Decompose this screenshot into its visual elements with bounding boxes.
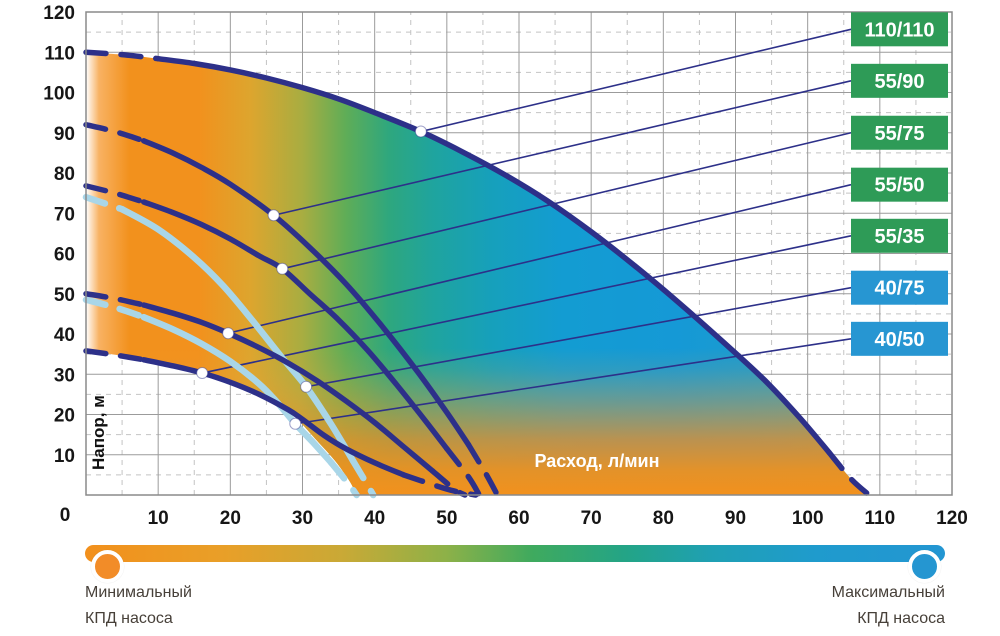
x-tick-10: 10 (148, 508, 169, 529)
y-tick-10: 10 (54, 446, 75, 467)
series-badge-40/50 (851, 321, 948, 356)
series-badge-55/35 (851, 218, 948, 253)
curve-40/75 (349, 457, 377, 499)
leader-line-55/50 (227, 183, 852, 334)
leader-line-110/110 (420, 28, 852, 133)
curve-55/35 (83, 348, 147, 363)
series-badge-110/110 (851, 12, 948, 47)
curve-55/50 (429, 468, 468, 498)
x-tick-110: 110 (865, 508, 896, 529)
y-tick-90: 90 (54, 124, 75, 145)
max-efficiency-label-line1: Максимальный (831, 584, 945, 601)
y-tick-20: 20 (54, 406, 75, 427)
curve-55/75 (444, 445, 483, 498)
x-tick-80: 80 (653, 508, 674, 529)
series-badge-55/50 (851, 167, 948, 202)
series-badge-label-40/75: 40/75 (874, 278, 924, 300)
y-tick-50: 50 (54, 285, 75, 306)
operating-point-55/90 (267, 209, 280, 222)
curve-40/75 (118, 205, 357, 465)
series-badge-55/90 (851, 63, 948, 98)
leader-line-40/75 (305, 286, 852, 388)
x-tick-40: 40 (364, 508, 385, 529)
curve-40/50 (140, 313, 335, 467)
min-efficiency-label-line2: КПД насоса (85, 609, 173, 627)
curve-110/110 (826, 449, 872, 498)
curve-40/50 (328, 459, 360, 499)
leader-line-55/75 (282, 131, 852, 270)
series-badge-label-110/110: 110/110 (864, 19, 934, 41)
x-axis-title: Расход, л/мин (535, 451, 660, 471)
curve-40/75 (82, 193, 126, 213)
x-tick-60: 60 (508, 508, 529, 529)
y-tick-30: 30 (54, 365, 75, 386)
max-efficiency-marker (908, 550, 941, 583)
series-badge-40/75 (851, 270, 948, 305)
curve-55/75 (140, 199, 450, 452)
curve-110/110 (83, 49, 161, 62)
x-tick-100: 100 (792, 508, 824, 529)
series-badge-55/75 (851, 115, 948, 150)
y-tick-110: 110 (44, 43, 75, 64)
pump-chart-svg: 110/110 55/90 55/75 55/50 55/35 40/75 40/50 0 10… (43, 3, 968, 529)
curve-40/50 (82, 296, 147, 321)
operating-point-40/75 (300, 380, 313, 393)
y-tick-80: 80 (54, 164, 75, 185)
curve-55/50 (140, 302, 436, 474)
curve-110/110 (155, 55, 833, 456)
efficiency-gradient-bar (85, 545, 945, 562)
series-badge-label-55/35: 55/35 (874, 226, 924, 248)
operating-point-55/50 (222, 327, 235, 340)
series-badge-label-40/50: 40/50 (874, 329, 924, 351)
operating-point-55/75 (276, 262, 289, 275)
max-efficiency-label-line2: КПД насоса (857, 609, 945, 627)
y-tick-100: 100 (43, 84, 75, 105)
leader-line-55/35 (202, 235, 852, 374)
series-badge-label-55/90: 55/90 (874, 71, 924, 93)
min-efficiency-label: Минимальный КПД насоса (85, 580, 192, 631)
operating-point-40/50 (289, 417, 302, 430)
y-tick-120: 120 (43, 3, 75, 24)
leader-line-55/90 (273, 80, 852, 217)
curve-55/50 (83, 291, 147, 308)
x-tick-90: 90 (725, 508, 746, 529)
y-tick-60: 60 (54, 245, 75, 266)
min-efficiency-label-line1: Минимальный (85, 584, 192, 601)
x-tick-50: 50 (436, 508, 457, 529)
x-tick-120: 120 (936, 508, 968, 529)
min-efficiency-marker (91, 550, 124, 583)
curve-55/90 (140, 138, 472, 448)
operating-point-110/110 (414, 125, 427, 138)
operating-point-55/35 (196, 367, 209, 380)
x-tick-70: 70 (581, 508, 602, 529)
y-tick-70: 70 (54, 204, 75, 225)
x-tick-0: 0 (60, 505, 71, 526)
x-tick-30: 30 (292, 508, 313, 529)
max-efficiency-label: Максимальный КПД насоса (832, 580, 945, 631)
leader-line-40/50 (295, 338, 852, 425)
series-badge-label-55/50: 55/50 (874, 175, 924, 197)
y-axis-title: Напор, м (89, 395, 108, 470)
x-tick-20: 20 (220, 508, 241, 529)
series-badge-label-55/75: 55/75 (874, 123, 924, 145)
curve-55/35 (140, 357, 407, 478)
curve-55/90 (465, 441, 501, 498)
curve-55/75 (83, 183, 147, 205)
curve-55/35 (400, 472, 479, 498)
efficiency-legend: Минимальный КПД насоса Максимальный КПД … (0, 538, 1000, 636)
plot-border (85, 11, 953, 496)
curve-55/90 (83, 121, 147, 144)
pump-performance-chart: 110/110 55/90 55/75 55/50 55/35 40/75 40/50 0 10… (43, 3, 968, 529)
y-tick-40: 40 (54, 325, 75, 346)
